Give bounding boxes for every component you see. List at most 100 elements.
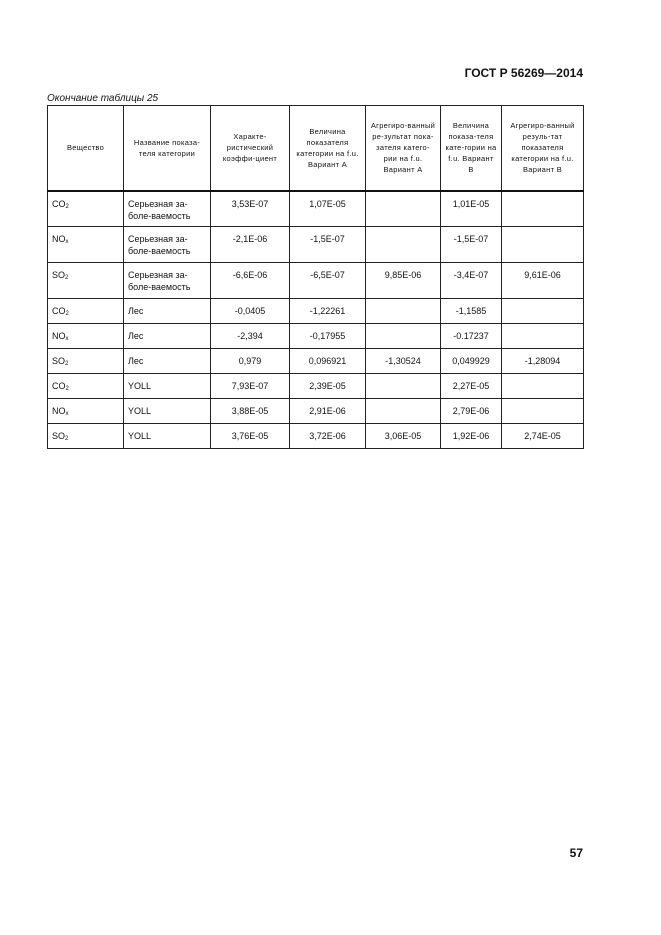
substance-cell: CO2 bbox=[47, 190, 124, 227]
substance-formula: SO bbox=[52, 431, 66, 441]
substance-formula: NO bbox=[52, 234, 66, 244]
aggregated-variant-a-cell bbox=[365, 323, 441, 349]
value-variant-b-cell: -1,1585 bbox=[440, 298, 502, 324]
substance-formula: NO bbox=[52, 331, 66, 341]
characteristic-factor-cell: 0,979 bbox=[210, 348, 290, 374]
substance-cell: NOx bbox=[47, 323, 124, 349]
column-header: Величина показа-теля кате-гории на f.u. … bbox=[440, 105, 502, 192]
substance-subscript: 2 bbox=[65, 275, 69, 281]
substance-subscript: x bbox=[65, 239, 69, 245]
data-table: Вещество Название показа-теля категории Ха… bbox=[47, 105, 584, 449]
value-variant-b-cell: -0.17237 bbox=[440, 323, 502, 349]
value-variant-b-cell: 2,79E-06 bbox=[440, 398, 502, 424]
column-header: Агрегиро-ванный ре-зультат пока-зателя к… bbox=[365, 105, 441, 192]
table-row: NOx Лес -2,394 -0,17955 -0.17237 bbox=[47, 323, 584, 349]
page-number: 57 bbox=[569, 846, 583, 860]
aggregated-variant-b-cell bbox=[501, 298, 584, 324]
substance-formula: SO bbox=[52, 270, 66, 280]
characteristic-factor-cell: -0,0405 bbox=[210, 298, 290, 324]
column-header: Название показа-теля категории bbox=[123, 105, 211, 192]
value-variant-b-cell: 1,01E-05 bbox=[440, 190, 502, 227]
value-variant-a-cell: -0,17955 bbox=[289, 323, 366, 349]
substance-cell: NOx bbox=[47, 398, 124, 424]
column-header: Агрегиро-ванный резуль-тат показателя ка… bbox=[501, 105, 584, 192]
aggregated-variant-b-cell: -1,28094 bbox=[501, 348, 584, 374]
characteristic-factor-cell: 3,53E-07 bbox=[210, 190, 290, 227]
characteristic-factor-cell: -6,6E-06 bbox=[210, 262, 290, 299]
aggregated-variant-b-cell bbox=[501, 373, 584, 399]
aggregated-variant-a-cell bbox=[365, 226, 441, 263]
substance-formula: CO bbox=[52, 198, 66, 209]
substance-formula: CO bbox=[52, 381, 66, 391]
table-row: CO2 YOLL 7,93E-07 2,39E-05 2,27E-05 bbox=[47, 373, 584, 399]
category-cell: Лес bbox=[123, 348, 211, 374]
category-cell: YOLL bbox=[123, 398, 211, 424]
substance-subscript: 2 bbox=[65, 203, 69, 210]
table-row: SO2 YOLL 3,76E-05 3,72E-06 3,06E-05 1,92E-06 2… bbox=[47, 423, 584, 449]
table-row: SO2 Лес 0,979 0,096921 -1,30524 0,049929 -1,28… bbox=[47, 348, 584, 374]
characteristic-factor-cell: -2,1E-06 bbox=[210, 226, 290, 263]
table-row: NOx YOLL 3,88E-05 2,91E-06 2,79E-06 bbox=[47, 398, 584, 424]
aggregated-variant-b-cell bbox=[501, 323, 584, 349]
table-caption: Окончание таблицы 25 bbox=[47, 93, 159, 104]
value-variant-a-cell: -1,5E-07 bbox=[289, 226, 366, 263]
substance-cell: SO2 bbox=[47, 423, 124, 449]
aggregated-variant-a-cell bbox=[365, 398, 441, 424]
value-variant-b-cell: -1,5E-07 bbox=[440, 226, 502, 263]
category-cell: Серьезная за-боле-ваемость bbox=[123, 190, 211, 227]
substance-cell: NOx bbox=[47, 226, 124, 263]
table-row: SO2 Серьезная за-боле-ваемость -6,6E-06 -6,… bbox=[47, 262, 584, 299]
document-standard-number: ГОСТ Р 56269—2014 bbox=[464, 66, 583, 80]
aggregated-variant-a-cell bbox=[365, 298, 441, 324]
value-variant-b-cell: 2,27E-05 bbox=[440, 373, 502, 399]
table-row: CO2 Серьезная за-боле-ваемость 3,53E-07 1,0… bbox=[47, 190, 584, 227]
aggregated-variant-a-cell: 3,06E-05 bbox=[365, 423, 441, 449]
value-variant-b-cell: 1,92E-06 bbox=[440, 423, 502, 449]
substance-formula: CO bbox=[52, 306, 66, 316]
substance-cell: CO2 bbox=[47, 373, 124, 399]
aggregated-variant-a-cell bbox=[365, 373, 441, 399]
value-variant-a-cell: 2,39E-05 bbox=[289, 373, 366, 399]
table-header-row: Вещество Название показа-теля категории Ха… bbox=[47, 105, 584, 192]
aggregated-variant-a-cell: 9,85E-06 bbox=[365, 262, 441, 299]
table-row: CO2 Лес -0,0405 -1,22261 -1,1585 bbox=[47, 298, 584, 324]
column-header: Вещество bbox=[47, 105, 124, 192]
substance-cell: CO2 bbox=[47, 298, 124, 324]
substance-subscript: 2 bbox=[65, 311, 69, 317]
category-cell: Лес bbox=[123, 298, 211, 324]
aggregated-variant-b-cell: 9,61E-06 bbox=[501, 262, 584, 299]
substance-subscript: 2 bbox=[65, 436, 69, 442]
substance-cell: SO2 bbox=[47, 262, 124, 299]
category-cell: Лес bbox=[123, 323, 211, 349]
substance-subscript: 2 bbox=[65, 386, 69, 392]
value-variant-a-cell: -6,5E-07 bbox=[289, 262, 366, 299]
aggregated-variant-a-cell: -1,30524 bbox=[365, 348, 441, 374]
aggregated-variant-b-cell: 2,74E-05 bbox=[501, 423, 584, 449]
category-cell: Серьезная за-боле-ваемость bbox=[123, 262, 211, 299]
category-cell: YOLL bbox=[123, 373, 211, 399]
characteristic-factor-cell: 7,93E-07 bbox=[210, 373, 290, 399]
characteristic-factor-cell: 3,88E-05 bbox=[210, 398, 290, 424]
table-row: NOx Серьезная за-боле-ваемость -2,1E-06 -1,… bbox=[47, 226, 584, 263]
column-header: Величина показателя категории на f.u. Ва… bbox=[289, 105, 366, 192]
value-variant-b-cell: 0,049929 bbox=[440, 348, 502, 374]
aggregated-variant-b-cell bbox=[501, 398, 584, 424]
category-cell: YOLL bbox=[123, 423, 211, 449]
characteristic-factor-cell: -2,394 bbox=[210, 323, 290, 349]
value-variant-a-cell: -1,22261 bbox=[289, 298, 366, 324]
category-cell: Серьезная за-боле-ваемость bbox=[123, 226, 211, 263]
substance-formula: SO bbox=[52, 356, 66, 366]
substance-subscript: x bbox=[65, 411, 69, 417]
substance-cell: SO2 bbox=[47, 348, 124, 374]
aggregated-variant-a-cell bbox=[365, 190, 441, 227]
value-variant-a-cell: 1,07E-05 bbox=[289, 190, 366, 227]
value-variant-a-cell: 2,91E-06 bbox=[289, 398, 366, 424]
value-variant-a-cell: 3,72E-06 bbox=[289, 423, 366, 449]
aggregated-variant-b-cell bbox=[501, 226, 584, 263]
substance-formula: NO bbox=[52, 406, 66, 416]
value-variant-a-cell: 0,096921 bbox=[289, 348, 366, 374]
aggregated-variant-b-cell bbox=[501, 190, 584, 227]
value-variant-b-cell: -3,4E-07 bbox=[440, 262, 502, 299]
column-header: Характе-ристический коэффи-циент bbox=[210, 105, 290, 192]
substance-subscript: 2 bbox=[65, 361, 69, 367]
